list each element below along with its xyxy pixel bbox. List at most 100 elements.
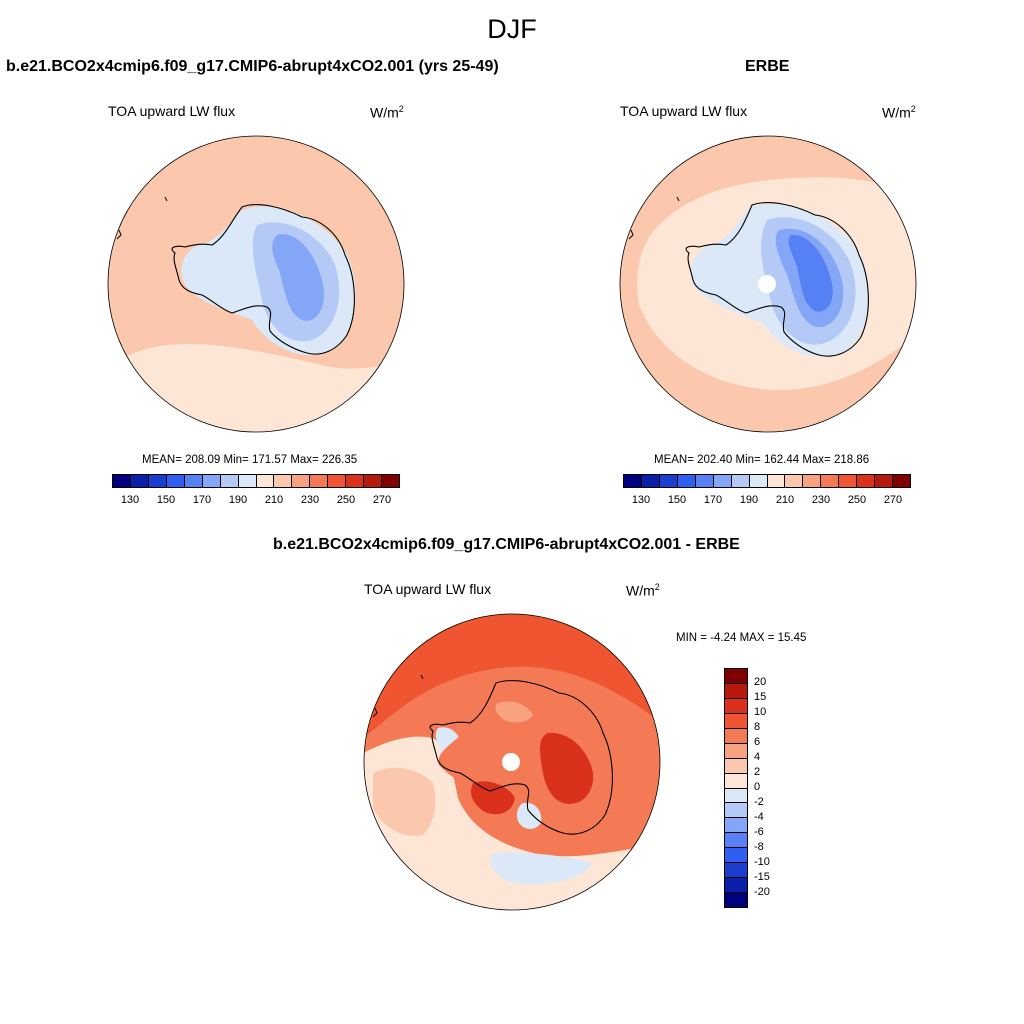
panel3-peak-region xyxy=(539,732,594,804)
colorbar-swatch xyxy=(803,475,822,487)
panel1-colorbar-ticks: 130 150 170 190 210 230 250 270 xyxy=(112,494,400,510)
panel3-title: b.e21.BCO2x4cmip6.f09_g17.CMIP6-abrupt4x… xyxy=(273,536,740,553)
colorbar-swatch xyxy=(725,818,747,834)
panel3-polar-map xyxy=(363,613,661,911)
colorbar-tick-label: 15 xyxy=(754,691,767,703)
colorbar-tick-label: 150 xyxy=(156,494,176,506)
panel3-negative-patch xyxy=(491,852,593,885)
panel3-stats: MIN = -4.24 MAX = 15.45 xyxy=(676,632,807,644)
panel2-title: ERBE xyxy=(745,58,790,75)
colorbar-tick-label: -6 xyxy=(754,826,764,838)
colorbar-swatch xyxy=(725,878,747,894)
colorbar-tick-label: 4 xyxy=(754,751,761,763)
colorbar-swatch xyxy=(220,475,239,487)
colorbar-swatch xyxy=(875,475,894,487)
colorbar-tick-label: 8 xyxy=(754,721,761,733)
panel1-polar-map xyxy=(107,135,405,433)
colorbar-swatch xyxy=(725,803,747,819)
colorbar-swatch xyxy=(725,728,747,744)
colorbar-tick-label: 230 xyxy=(811,494,831,506)
colorbar-swatch xyxy=(659,475,678,487)
colorbar-swatch xyxy=(310,475,329,487)
colorbar-tick-label: 6 xyxy=(754,736,761,748)
colorbar-swatch xyxy=(184,475,203,487)
panel2-pole-hole xyxy=(758,275,776,293)
colorbar-swatch xyxy=(725,788,747,804)
colorbar-swatch xyxy=(725,863,747,879)
colorbar-swatch xyxy=(725,773,747,789)
colorbar-swatch xyxy=(256,475,275,487)
colorbar-swatch xyxy=(725,698,747,714)
panel3-units: W/m2 xyxy=(626,582,660,599)
colorbar-swatch xyxy=(725,848,747,864)
panel2-colorbar-ticks: 130 150 170 190 210 230 250 270 xyxy=(623,494,911,510)
colorbar-swatch xyxy=(725,669,747,684)
colorbar-swatch xyxy=(202,475,221,487)
colorbar-tick-label: 20 xyxy=(754,676,767,688)
colorbar-tick-label: -20 xyxy=(754,886,770,898)
colorbar-swatch xyxy=(292,475,311,487)
figure-title: DJF xyxy=(487,14,537,44)
colorbar-tick-label: 130 xyxy=(120,494,140,506)
panel3-pole-hole xyxy=(502,753,520,771)
colorbar-swatch xyxy=(731,475,750,487)
colorbar-swatch xyxy=(725,743,747,759)
colorbar-tick-label: 230 xyxy=(300,494,320,506)
colorbar-swatch xyxy=(725,833,747,849)
colorbar-swatch xyxy=(130,475,149,487)
colorbar-tick-label: -2 xyxy=(754,796,764,808)
colorbar-tick-label: 130 xyxy=(631,494,651,506)
colorbar-tick-label: 190 xyxy=(228,494,248,506)
panel1-title: b.e21.BCO2x4cmip6.f09_g17.CMIP6-abrupt4x… xyxy=(6,58,499,75)
colorbar-tick-label: 170 xyxy=(703,494,723,506)
colorbar-swatch xyxy=(382,475,399,487)
panel1-colorbar xyxy=(112,474,400,488)
panel2-stats: MEAN= 202.40 Min= 162.44 Max= 218.86 xyxy=(654,454,870,466)
panel3-variable: TOA upward LW flux xyxy=(364,581,492,597)
panel3-coastline xyxy=(429,680,613,835)
colorbar-swatch xyxy=(749,475,768,487)
colorbar-swatch xyxy=(857,475,876,487)
panel2-colorbar xyxy=(623,474,911,488)
colorbar-tick-label: 250 xyxy=(847,494,867,506)
panel2-variable: TOA upward LW flux xyxy=(620,103,748,119)
panel2-coastline xyxy=(685,202,869,357)
colorbar-swatch xyxy=(238,475,257,487)
colorbar-tick-label: 270 xyxy=(883,494,903,506)
colorbar-swatch xyxy=(677,475,696,487)
colorbar-swatch xyxy=(893,475,910,487)
colorbar-swatch xyxy=(641,475,660,487)
colorbar-swatch xyxy=(725,758,747,774)
colorbar-swatch xyxy=(364,475,383,487)
colorbar-tick-label: -15 xyxy=(754,871,770,883)
panel3-colorbar-ticks: 20 15 10 8 6 4 2 0 -2 -4 -6 -8 -10 -15 -20 xyxy=(754,668,794,908)
colorbar-swatch xyxy=(148,475,167,487)
panel3-colorbar xyxy=(724,668,748,908)
panel1-units: W/m2 xyxy=(370,104,404,121)
colorbar-swatch xyxy=(821,475,840,487)
colorbar-tick-label: 2 xyxy=(754,766,761,778)
colorbar-tick-label: 10 xyxy=(754,706,767,718)
colorbar-swatch xyxy=(785,475,804,487)
colorbar-swatch xyxy=(113,475,131,487)
colorbar-tick-label: -8 xyxy=(754,841,764,853)
colorbar-swatch xyxy=(767,475,786,487)
colorbar-swatch xyxy=(274,475,293,487)
panel1-variable: TOA upward LW flux xyxy=(108,103,236,119)
colorbar-swatch xyxy=(725,893,747,907)
panel2-units: W/m2 xyxy=(882,104,916,121)
colorbar-swatch xyxy=(695,475,714,487)
colorbar-tick-label: 170 xyxy=(192,494,212,506)
colorbar-swatch xyxy=(346,475,365,487)
panel1-stats: MEAN= 208.09 Min= 171.57 Max= 226.35 xyxy=(142,454,358,466)
colorbar-swatch xyxy=(725,683,747,699)
colorbar-tick-label: 190 xyxy=(739,494,759,506)
colorbar-tick-label: 0 xyxy=(754,781,761,793)
panel2-polar-map xyxy=(619,135,917,433)
colorbar-swatch xyxy=(328,475,347,487)
colorbar-tick-label: -4 xyxy=(754,811,764,823)
colorbar-tick-label: 210 xyxy=(775,494,795,506)
colorbar-swatch xyxy=(166,475,185,487)
colorbar-swatch xyxy=(624,475,642,487)
panel1-coastline xyxy=(171,204,355,355)
